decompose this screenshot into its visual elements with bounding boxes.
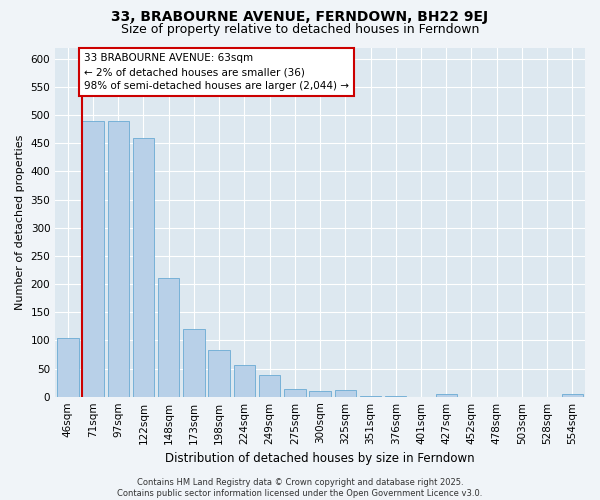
Bar: [436, 394, 457, 396]
Bar: [183, 329, 205, 396]
Bar: [107, 120, 129, 396]
Bar: [158, 278, 179, 396]
Bar: [284, 390, 305, 396]
Bar: [562, 394, 583, 396]
Bar: [133, 138, 154, 396]
Bar: [259, 376, 280, 396]
Bar: [310, 391, 331, 396]
Text: 33, BRABOURNE AVENUE, FERNDOWN, BH22 9EJ: 33, BRABOURNE AVENUE, FERNDOWN, BH22 9EJ: [112, 10, 488, 24]
Bar: [57, 338, 79, 396]
Bar: [233, 364, 255, 396]
Bar: [335, 390, 356, 396]
Text: 33 BRABOURNE AVENUE: 63sqm
← 2% of detached houses are smaller (36)
98% of semi-: 33 BRABOURNE AVENUE: 63sqm ← 2% of detac…: [84, 53, 349, 91]
Bar: [82, 120, 104, 396]
Bar: [208, 350, 230, 397]
Text: Contains HM Land Registry data © Crown copyright and database right 2025.
Contai: Contains HM Land Registry data © Crown c…: [118, 478, 482, 498]
X-axis label: Distribution of detached houses by size in Ferndown: Distribution of detached houses by size …: [165, 452, 475, 465]
Text: Size of property relative to detached houses in Ferndown: Size of property relative to detached ho…: [121, 22, 479, 36]
Y-axis label: Number of detached properties: Number of detached properties: [15, 134, 25, 310]
